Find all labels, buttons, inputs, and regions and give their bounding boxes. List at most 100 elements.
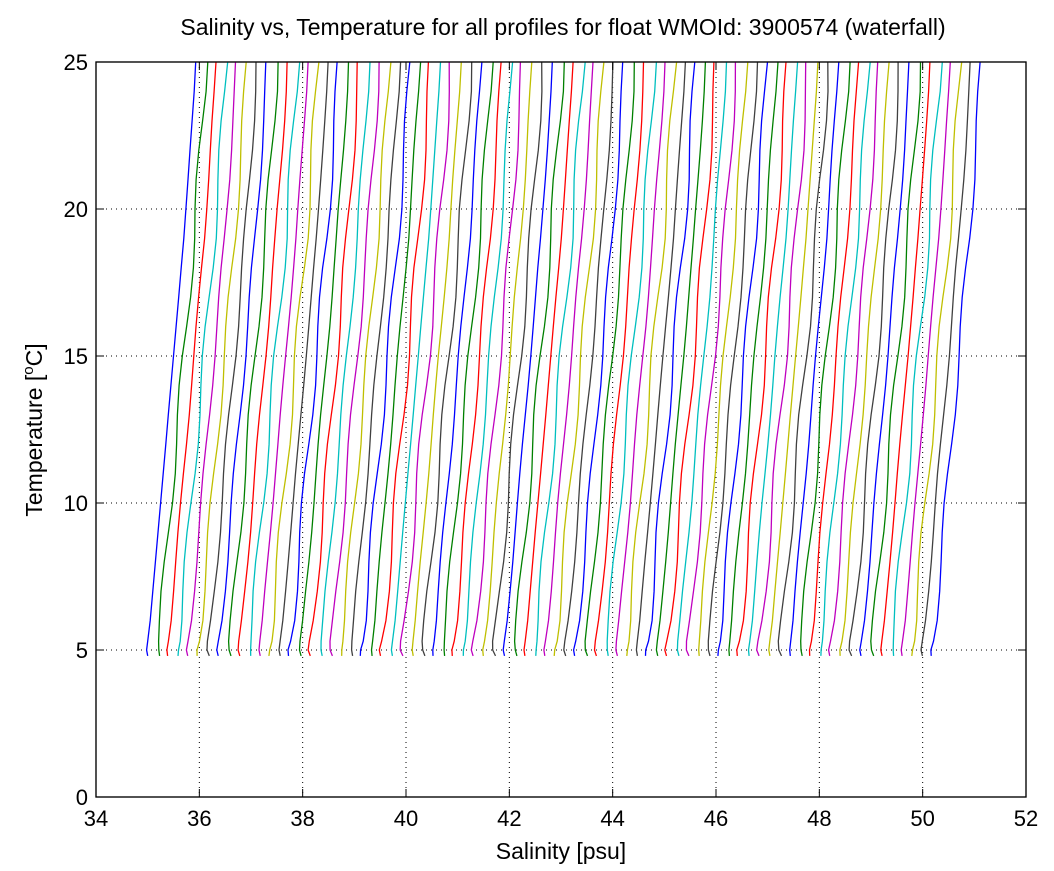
profile-line (707, 61, 759, 657)
profile-line (870, 61, 922, 657)
profile-line (443, 61, 494, 656)
x-tick-label: 34 (84, 806, 108, 831)
profile-line (166, 61, 217, 656)
profile-line (563, 61, 614, 657)
profile-line (584, 61, 635, 657)
profile-line (278, 61, 329, 657)
y-tick-label: 5 (76, 638, 88, 663)
profile-line (470, 61, 522, 657)
profile-line (789, 61, 840, 656)
profile-line (664, 61, 715, 657)
profile-line (777, 61, 829, 657)
profile-line (513, 61, 565, 657)
x-axis-label: Salinity [psu] (496, 838, 626, 864)
profile-line (808, 61, 860, 656)
profile-line (606, 61, 658, 656)
profile-line (359, 61, 411, 656)
profile-line (839, 61, 890, 656)
profile-line (717, 61, 769, 656)
x-tick-label: 46 (704, 806, 728, 831)
x-tick-label: 52 (1014, 806, 1038, 831)
x-tick-labels: 34 36 38 40 42 44 46 48 50 52 (84, 806, 1038, 831)
x-tick-label: 40 (394, 806, 418, 831)
profile-line (756, 61, 807, 657)
profile-line (177, 61, 229, 656)
profile-line (411, 61, 462, 657)
profile-line (157, 61, 209, 656)
profile-line (698, 61, 749, 656)
profile-line (482, 61, 533, 656)
profile-line (298, 61, 350, 657)
profile-line (249, 61, 301, 656)
profile-line (553, 61, 605, 656)
profile-line (399, 61, 450, 657)
profile-line (535, 61, 586, 656)
profile-line (685, 61, 737, 657)
profile-line (196, 61, 247, 656)
profile-line (911, 61, 963, 656)
profile-line (227, 61, 279, 657)
profile-line (800, 61, 851, 657)
profile-line (390, 61, 442, 657)
profile-line (655, 61, 707, 657)
profile-line (206, 61, 257, 657)
profile-line (287, 61, 338, 656)
x-tick-label: 44 (600, 806, 624, 831)
profile-line (635, 61, 687, 657)
y-axis-label-end: C] (21, 343, 47, 366)
profile-line (543, 61, 594, 656)
profile-lines (145, 61, 981, 657)
plot-area (95, 61, 1027, 798)
chart-title: Salinity vs, Temperature for all profile… (180, 14, 945, 40)
profile-line (892, 61, 943, 656)
profile-line (320, 61, 371, 657)
x-tick-label: 42 (497, 806, 521, 831)
profile-line (216, 61, 267, 657)
profile-line (370, 61, 422, 656)
y-tick-label: 15 (64, 344, 88, 369)
profile-line (644, 61, 696, 656)
profile-line (747, 61, 799, 656)
profile-line (341, 61, 392, 656)
profile-line (350, 61, 402, 657)
profile-line (615, 61, 666, 657)
profile-line (593, 61, 645, 657)
y-axis-label-superscript: o (20, 366, 37, 374)
profile-line (626, 61, 678, 656)
profile-line (462, 61, 514, 656)
profile-line (329, 61, 380, 657)
profile-line (491, 61, 543, 657)
profile-line (268, 61, 320, 656)
profile-line (185, 61, 237, 657)
y-tick-label: 20 (64, 197, 88, 222)
profile-line (421, 61, 473, 657)
y-axis-label: Temperature [oC] (20, 343, 47, 516)
profile-line (920, 61, 971, 657)
profile-line (820, 61, 871, 656)
x-tick-label: 38 (290, 806, 314, 831)
y-tick-label: 10 (64, 491, 88, 516)
profile-line (880, 61, 931, 657)
profile-line (736, 61, 787, 656)
profile-line (307, 61, 358, 657)
x-tick-label: 36 (187, 806, 211, 831)
profile-line (768, 61, 819, 657)
y-tick-labels: 0 5 10 15 20 25 (64, 50, 88, 810)
profile-line (930, 61, 981, 656)
profile-line (900, 61, 951, 656)
profile-line (451, 61, 502, 656)
profile-line (848, 61, 899, 657)
x-tick-label: 50 (910, 806, 934, 831)
profile-line (145, 61, 197, 657)
profile-line (572, 61, 624, 657)
profile-line (432, 61, 483, 656)
x-tick-label: 48 (807, 806, 831, 831)
profile-line (827, 61, 879, 657)
y-axis-label-main: Temperature [ (21, 374, 47, 517)
profile-line (676, 61, 728, 657)
y-tick-label: 0 (76, 785, 88, 810)
profile-line (523, 61, 574, 656)
profile-line (502, 61, 553, 657)
profile-line (859, 61, 910, 657)
